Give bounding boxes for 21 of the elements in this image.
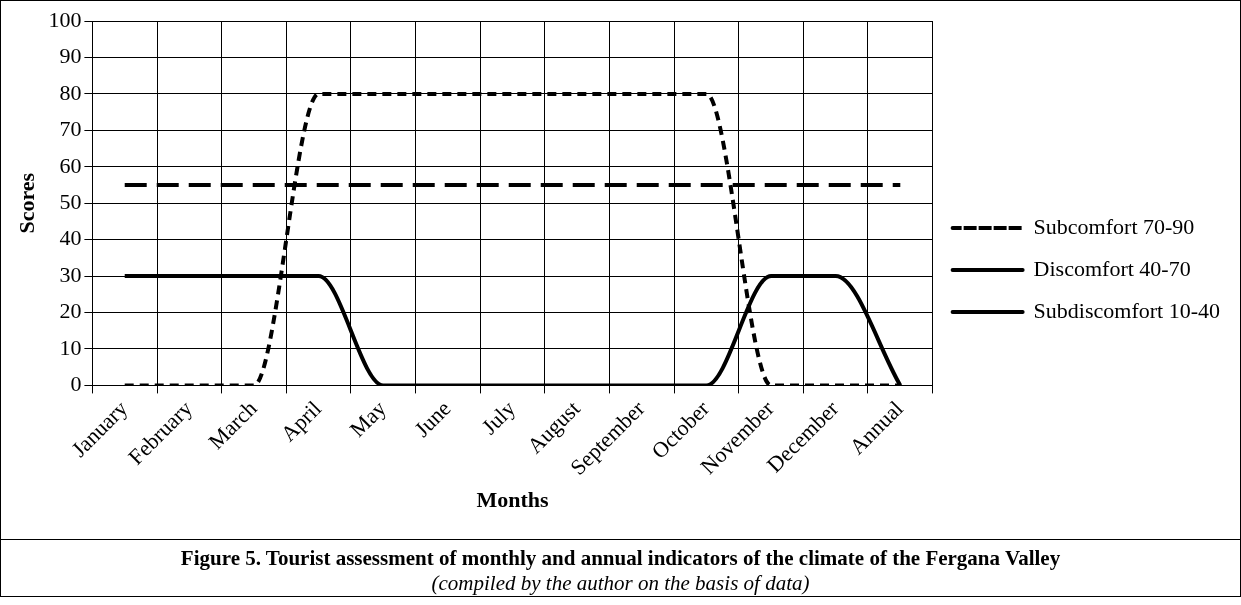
y-tick-label: 0 xyxy=(70,371,82,397)
y-axis-title: Scores xyxy=(13,172,39,234)
y-tick-label: 20 xyxy=(59,298,82,324)
x-tick-label: June xyxy=(409,395,456,442)
y-tick-label: 90 xyxy=(59,43,82,69)
text: Figure 5. Tourist assessment of monthly and annual indicators of the climate of the Fergana Valley xyxy=(179,546,1062,571)
y-tick-label: 30 xyxy=(59,261,82,287)
legend-label: Subdiscomfort 10-40 xyxy=(1033,297,1221,323)
x-tick-label: July xyxy=(476,395,521,440)
legend-label: Subcomfort 70-90 xyxy=(1033,213,1195,239)
y-tick-label: 100 xyxy=(48,6,82,32)
x-axis-title: Months xyxy=(476,487,550,513)
text: (compiled by the author on the basis of data) xyxy=(430,571,811,596)
legend-label: Discomfort 40-70 xyxy=(1033,255,1191,281)
y-tick-label: 80 xyxy=(59,79,82,105)
y-tick-label: 50 xyxy=(59,188,82,214)
y-tick-label: 40 xyxy=(59,225,82,251)
y-tick-label: 10 xyxy=(59,334,82,360)
x-tick-label: May xyxy=(344,395,391,442)
y-tick-label: 60 xyxy=(59,152,82,178)
y-tick-label: 70 xyxy=(59,116,82,142)
